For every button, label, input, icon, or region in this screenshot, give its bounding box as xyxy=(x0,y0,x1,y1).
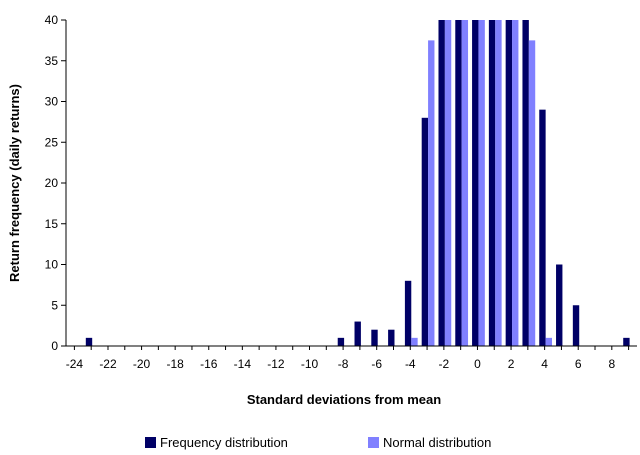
y-tick-label: 35 xyxy=(45,54,59,68)
normal-bar xyxy=(495,20,502,346)
frequency-bar xyxy=(623,337,630,346)
x-tick-label: 6 xyxy=(575,357,582,371)
frequency-bar xyxy=(572,305,580,346)
normal-bar xyxy=(512,20,519,346)
frequency-bar xyxy=(438,20,445,346)
frequency-bar xyxy=(404,280,412,346)
normal-bar xyxy=(461,20,469,346)
frequency-bar xyxy=(455,20,462,346)
legend-swatch-frequency xyxy=(145,437,156,448)
x-tick-label: -10 xyxy=(301,357,319,371)
frequency-bar xyxy=(522,20,529,346)
y-tick-label: 0 xyxy=(51,339,58,353)
normal-bar xyxy=(411,337,418,346)
x-tick-label: -20 xyxy=(133,357,151,371)
frequency-bar xyxy=(488,20,496,346)
frequency-bar xyxy=(337,337,345,346)
x-tick-label: -6 xyxy=(371,357,382,371)
normal-bar xyxy=(444,20,452,346)
y-axis-ticks: 0 5 10 15 20 25 30 35 40 xyxy=(45,13,66,353)
x-tick-label: -14 xyxy=(234,357,252,371)
frequency-bar xyxy=(421,117,429,346)
y-tick-label: 5 xyxy=(51,298,58,312)
legend-label-frequency: Frequency distribution xyxy=(160,435,288,450)
x-axis-title: Standard deviations from mean xyxy=(247,392,441,407)
normal-bars xyxy=(411,20,553,346)
frequency-bar xyxy=(556,264,563,346)
frequency-bar xyxy=(371,329,378,346)
y-axis-title: Return frequency (daily returns) xyxy=(7,84,22,282)
y-tick-label: 40 xyxy=(45,13,59,27)
legend-label-normal: Normal distribution xyxy=(383,435,491,450)
frequency-bar xyxy=(85,337,93,346)
frequency-bar xyxy=(388,329,395,346)
frequency-bars xyxy=(85,20,630,347)
legend: Frequency distribution Normal distributi… xyxy=(145,435,491,450)
frequency-bar xyxy=(354,321,361,346)
normal-bar xyxy=(478,20,485,346)
frequency-bar xyxy=(505,20,513,346)
y-tick-label: 20 xyxy=(45,176,59,190)
y-tick-label: 10 xyxy=(45,258,59,272)
normal-bar xyxy=(428,40,435,346)
x-tick-label: 8 xyxy=(608,357,615,371)
x-tick-label: -18 xyxy=(166,357,184,371)
x-tick-label: -16 xyxy=(200,357,218,371)
x-tick-label: -8 xyxy=(338,357,349,371)
x-tick-label: -4 xyxy=(405,357,416,371)
y-tick-label: 15 xyxy=(45,217,59,231)
y-tick-label: 30 xyxy=(45,95,59,109)
x-tick-label: 4 xyxy=(541,357,548,371)
frequency-bar xyxy=(472,20,479,346)
x-tick-label: -2 xyxy=(439,357,450,371)
x-tick-label: 0 xyxy=(474,357,481,371)
x-tick-label: -24 xyxy=(66,357,84,371)
y-tick-label: 25 xyxy=(45,135,59,149)
normal-bar xyxy=(528,40,536,346)
legend-swatch-normal xyxy=(368,437,379,448)
x-tick-label: 2 xyxy=(508,357,515,371)
x-tick-label: -12 xyxy=(267,357,285,371)
frequency-bar xyxy=(539,109,546,347)
normal-bar xyxy=(545,337,553,346)
x-tick-label: -22 xyxy=(99,357,117,371)
x-axis-ticks: -24 -22 -20 -18 -16 -14 -12 -10 -8 -6 -4 -2 0 2 4 6 8 xyxy=(66,346,630,371)
